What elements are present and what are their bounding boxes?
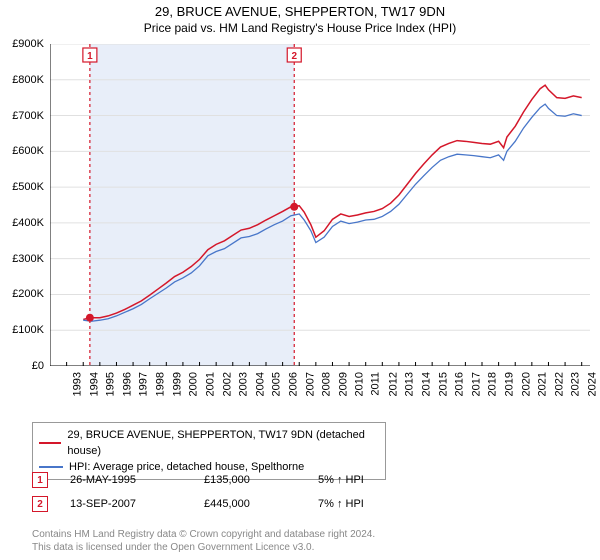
x-tick-label: 2007	[304, 372, 316, 396]
x-tick-label: 2013	[404, 372, 416, 396]
sale-marker: 2	[32, 496, 48, 512]
x-tick-label: 2001	[204, 372, 216, 396]
x-tick-label: 2022	[553, 372, 565, 396]
x-tick-label: 2018	[487, 372, 499, 396]
x-tick-label: 2015	[437, 372, 449, 396]
x-tick-label: 2016	[454, 372, 466, 396]
x-tick-label: 1996	[121, 372, 133, 396]
sale-marker: 1	[32, 472, 48, 488]
chart-subtitle: Price paid vs. HM Land Registry's House …	[0, 19, 600, 35]
x-tick-label: 2021	[537, 372, 549, 396]
y-tick-label: £200K	[0, 288, 44, 300]
sale-row: 2 13-SEP-2007 £445,000 7% ↑ HPI	[32, 496, 364, 512]
sale-row: 1 26-MAY-1995 £135,000 5% ↑ HPI	[32, 472, 364, 488]
legend-swatch	[39, 442, 61, 444]
legend-swatch	[39, 466, 63, 468]
x-tick-label: 2005	[271, 372, 283, 396]
x-tick-label: 2002	[221, 372, 233, 396]
x-tick-label: 2003	[238, 372, 250, 396]
x-tick-label: 2020	[520, 372, 532, 396]
y-tick-label: £700K	[0, 110, 44, 122]
svg-text:2: 2	[291, 51, 297, 62]
x-tick-label: 2017	[470, 372, 482, 396]
x-tick-label: 2000	[188, 372, 200, 396]
x-tick-label: 1994	[88, 372, 100, 396]
y-tick-label: £300K	[0, 253, 44, 265]
x-tick-label: 2011	[370, 372, 382, 396]
x-tick-label: 2009	[337, 372, 349, 396]
y-tick-label: £900K	[0, 38, 44, 50]
y-tick-label: £0	[0, 360, 44, 372]
y-tick-label: £600K	[0, 145, 44, 157]
y-tick-label: £500K	[0, 181, 44, 193]
x-tick-label: 2014	[420, 372, 432, 396]
footer-line-1: Contains HM Land Registry data © Crown c…	[32, 528, 375, 541]
legend-label: 29, BRUCE AVENUE, SHEPPERTON, TW17 9DN (…	[67, 427, 379, 459]
x-tick-label: 2010	[354, 372, 366, 396]
x-tick-label: 2004	[254, 372, 266, 396]
footer-line-2: This data is licensed under the Open Gov…	[32, 541, 375, 554]
x-tick-label: 1995	[105, 372, 117, 396]
x-tick-label: 1997	[138, 372, 150, 396]
y-tick-label: £100K	[0, 324, 44, 336]
sale-date: 13-SEP-2007	[70, 498, 200, 510]
chart-plot: 12	[50, 44, 590, 366]
sale-delta: 7% ↑ HPI	[318, 498, 364, 510]
sale-date: 26-MAY-1995	[70, 474, 200, 486]
x-tick-label: 2008	[321, 372, 333, 396]
x-tick-label: 2019	[503, 372, 515, 396]
legend-item: 29, BRUCE AVENUE, SHEPPERTON, TW17 9DN (…	[39, 427, 379, 459]
chart-container: 29, BRUCE AVENUE, SHEPPERTON, TW17 9DN P…	[0, 0, 600, 560]
x-tick-label: 1999	[171, 372, 183, 396]
chart-title: 29, BRUCE AVENUE, SHEPPERTON, TW17 9DN	[0, 0, 600, 19]
x-tick-label: 2006	[287, 372, 299, 396]
svg-text:1: 1	[87, 51, 93, 62]
y-tick-label: £400K	[0, 217, 44, 229]
x-tick-label: 2023	[570, 372, 582, 396]
x-tick-label: 1998	[155, 372, 167, 396]
sale-delta: 5% ↑ HPI	[318, 474, 364, 486]
footer-text: Contains HM Land Registry data © Crown c…	[32, 528, 375, 554]
x-tick-label: 2012	[387, 372, 399, 396]
sale-price: £445,000	[204, 498, 314, 510]
sale-price: £135,000	[204, 474, 314, 486]
y-tick-label: £800K	[0, 74, 44, 86]
x-tick-label: 1993	[71, 372, 83, 396]
x-tick-label: 2024	[587, 372, 599, 396]
